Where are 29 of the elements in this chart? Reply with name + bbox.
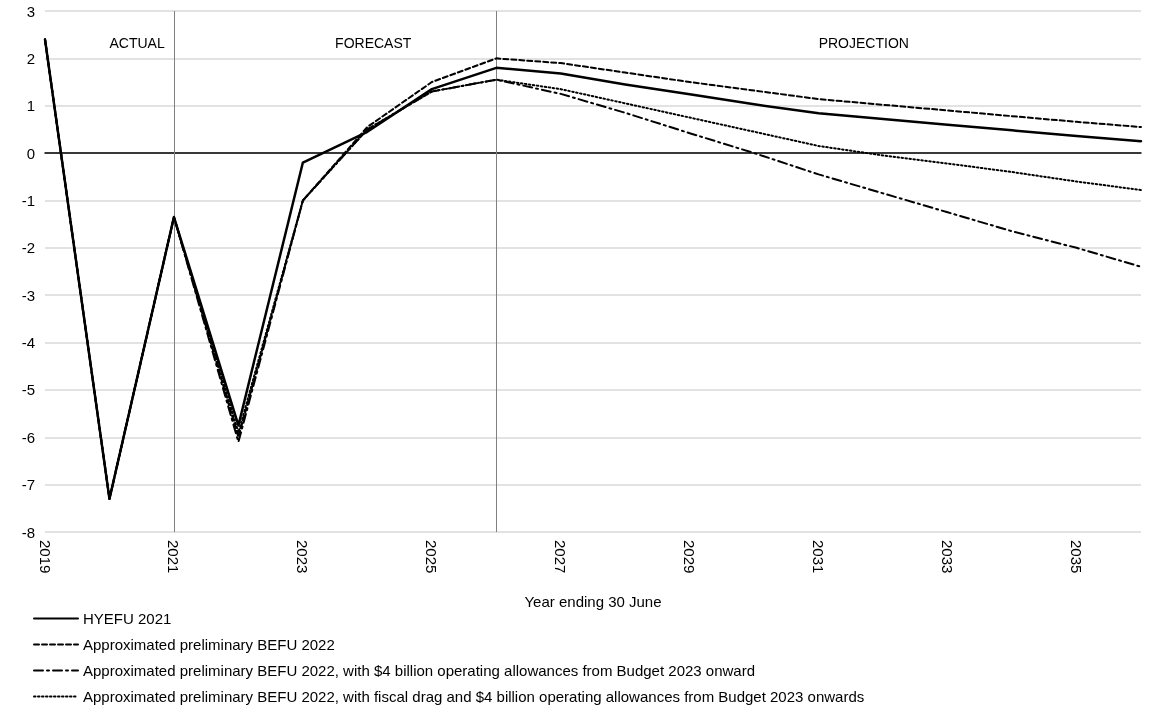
y-tick-label: -6 <box>21 428 35 446</box>
y-tick-label: -1 <box>21 191 35 209</box>
y-tick-label: -8 <box>21 523 35 541</box>
x-tick-label: 2023 <box>294 540 312 574</box>
legend-label: HYEFU 2021 <box>83 610 172 627</box>
x-tick-label: 2031 <box>810 540 828 574</box>
annotation: ACTUAL <box>109 35 165 51</box>
y-tick-label: -4 <box>21 334 35 352</box>
y-tick-label: 2 <box>26 49 35 67</box>
y-tick-label: 3 <box>26 2 35 20</box>
annotation: FORECAST <box>335 35 412 51</box>
x-tick-label: 2025 <box>423 540 441 574</box>
x-axis-title: Year ending 30 June <box>524 593 662 610</box>
x-tick-label: 2019 <box>36 540 54 574</box>
y-tick-label: -5 <box>21 381 35 399</box>
x-tick-label: 2029 <box>681 540 699 574</box>
y-tick-label: -2 <box>21 239 35 257</box>
legend-label: Approximated preliminary BEFU 2022, with $4 billion operating allowances from Budget 2023 onward <box>83 662 756 679</box>
y-tick-label: 1 <box>26 97 35 115</box>
x-tick-label: 2021 <box>165 540 183 574</box>
x-tick-label: 2035 <box>1068 540 1086 574</box>
y-tick-label: -3 <box>21 286 35 304</box>
y-tick-label: -7 <box>21 476 35 494</box>
y-tick-label: 0 <box>26 144 35 162</box>
legend-label: Approximated preliminary BEFU 2022 <box>83 636 335 653</box>
legend-label: Approximated preliminary BEFU 2022, with fiscal drag and $4 billion operating allowances from Budget 2023 onwards <box>83 688 865 705</box>
x-tick-label: 2027 <box>552 540 570 574</box>
annotation: PROJECTION <box>818 35 909 51</box>
x-tick-label: 2033 <box>939 540 957 574</box>
